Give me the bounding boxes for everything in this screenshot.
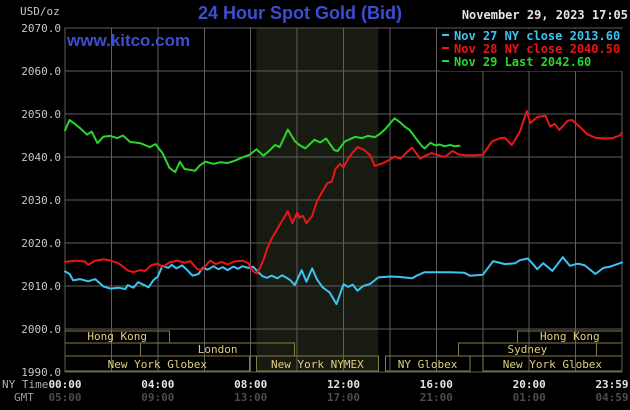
session-label-new-york-globex: New York Globex [108,358,208,371]
x-axis-primary-label: NY Time [2,378,48,391]
x-axis-gmt-time-label: 04:59 [595,391,628,404]
legend-label-nov28: Nov 28 NY close 2040.50 [454,42,621,56]
session-label-hong-kong: Hong Kong [87,330,147,343]
x-axis-ny-time-label: 08:00 [234,378,267,391]
y-axis-tick-label: 2000.0 [21,323,61,336]
y-axis-tick-label: 2070.0 [21,22,61,35]
x-axis-ny-time-label: 16:00 [420,378,453,391]
legend-dash-nov28-icon [442,47,449,49]
series-line-nov28 [64,110,623,275]
session-label-london: London [198,343,238,356]
series-line-nov29 [64,117,461,174]
legend-label-nov29: Nov 29 Last 2042.60 [454,55,592,69]
y-axis-tick-label: 2040.0 [21,151,61,164]
legend-label-nov27: Nov 27 NY close 2013.60 [454,29,621,43]
x-axis-ny-time-label: 20:00 [513,378,546,391]
y-axis-tick-label: 2060.0 [21,65,61,78]
session-bar-new-york-nymex [256,355,379,372]
x-axis-ny-time-label: 04:00 [141,378,174,391]
plot-border [64,27,623,373]
x-axis-gmt-time-label: 09:00 [141,391,174,404]
y-axis-tick-label: 2010.0 [21,280,61,293]
y-axis-tick-label: 2030.0 [21,194,61,207]
session-bar-segment [596,342,623,357]
legend-item-nov29: Nov 29 Last 2042.60 [442,56,630,69]
legend-dash-nov29-icon [442,60,449,62]
session-label-ny-globex: NY Globex [398,358,458,371]
series-line-nov27 [64,256,623,306]
y-axis-units-label: USD/oz [20,5,60,18]
session-label-sydney: Sydney [508,343,548,356]
x-axis-gmt-time-label: 17:00 [327,391,360,404]
x-axis-gmt-time-label: 13:00 [234,391,267,404]
legend-item-nov28: Nov 28 NY close 2040.50 [442,43,630,56]
x-axis-ny-time-label: 23:59 [595,378,628,391]
session-label-new-york-globex: New York Globex [503,358,603,371]
x-axis-secondary-label: GMT [14,391,34,404]
legend: Nov 27 NY close 2013.60 Nov 28 NY close … [440,29,630,71]
kitco-watermark-link[interactable]: www.kitco.com [67,31,191,50]
y-axis-tick-label: 2050.0 [21,108,61,121]
x-axis-gmt-time-label: 21:00 [420,391,453,404]
session-bar-ny-globex [384,355,471,372]
x-axis-gmt-time-label: 01:00 [513,391,546,404]
datetime-label: November 29, 2023 17:05 [461,8,628,22]
x-axis-gmt-time-label: 05:00 [48,391,81,404]
session-label-hong-kong: Hong Kong [540,330,600,343]
chart-title: 24 Hour Spot Gold (Bid) [198,3,402,23]
x-axis-ny-time-label: 12:00 [327,378,360,391]
session-label-new-york-nymex: New York NYMEX [271,358,364,371]
x-axis-ny-time-label: 00:00 [48,378,81,391]
y-axis-tick-label: 1990.0 [21,366,61,379]
legend-dash-nov27-icon [442,34,449,36]
legend-item-nov27: Nov 27 NY close 2013.60 [442,30,630,43]
y-axis-tick-label: 2020.0 [21,237,61,250]
